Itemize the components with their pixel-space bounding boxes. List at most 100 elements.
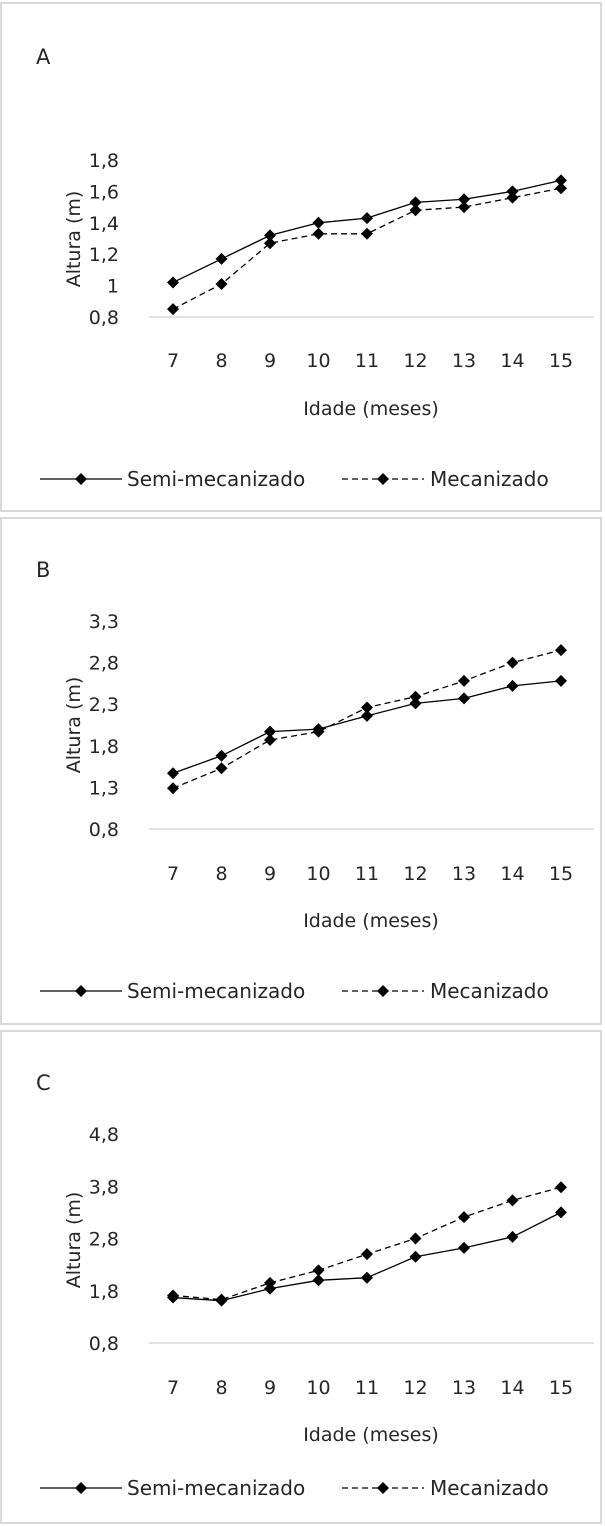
x-tick-label: 12 (403, 863, 427, 885)
y-tick-label: 1,4 (89, 213, 119, 235)
y-tick-label: 3,3 (89, 611, 119, 633)
chart-panel-b: B Altura (m) 0,8 1,3 1,8 2,3 2,8 3,3 7 8 9 10 11 12 13… (0, 517, 602, 1025)
legend-label-mecanizado: Mecanizado (430, 979, 549, 1003)
legend-label-mecanizado: Mecanizado (430, 467, 549, 491)
x-axis-title: Idade (meses) (303, 910, 439, 932)
data-point-semi-mecanizado (409, 1250, 422, 1263)
x-tick-label: 11 (355, 1377, 379, 1399)
legend-label-semi-mecanizado: Semi-mecanizado (127, 979, 305, 1003)
x-tick-label: 8 (215, 350, 227, 372)
y-tick-label: 2,3 (89, 694, 119, 716)
data-point-semi-mecanizado (215, 252, 228, 265)
x-tick-label: 7 (167, 350, 179, 372)
y-tick-label: 1,8 (89, 150, 119, 172)
data-point-mecanizado (167, 303, 179, 316)
y-tick-label: 1,8 (89, 1281, 119, 1303)
x-tick-label: 10 (306, 1377, 330, 1399)
data-point-semi-mecanizado (215, 749, 228, 762)
y-tick-label: 0,8 (89, 819, 119, 841)
data-point-semi-mecanizado (167, 276, 179, 289)
data-point-semi-mecanizado (312, 216, 325, 229)
data-point-semi-mecanizado (312, 1274, 325, 1287)
series-line-mecanizado (172, 187, 562, 310)
y-tick-label: 4,8 (89, 1124, 119, 1146)
x-tick-label: 13 (452, 863, 476, 885)
data-point-semi-mecanizado (264, 1282, 276, 1295)
x-tick-label: 9 (264, 863, 276, 885)
x-tick-label: 11 (355, 350, 379, 372)
x-tick-label: 10 (306, 863, 330, 885)
x-tick-label: 10 (306, 350, 330, 372)
chart-panel-c: C Altura (m) 0,8 1,8 2,8 3,8 4,8 7 8 9 10 11 12 13 14 1… (0, 1030, 602, 1524)
panel-label: A (36, 45, 51, 69)
data-point-mecanizado (555, 182, 567, 195)
legend-label-semi-mecanizado: Semi-mecanizado (127, 1476, 305, 1500)
data-point-semi-mecanizado (506, 185, 519, 198)
data-point-mecanizado (458, 674, 470, 687)
chart-panel-a: A Altura (m) 0,8 1 1,2 1,4 1,6 1,8 7 8 9 10 11 12 13 14… (0, 2, 602, 512)
data-point-semi-mecanizado (458, 193, 470, 206)
x-tick-label: 7 (167, 1377, 179, 1399)
y-tick-label: 1,2 (89, 244, 119, 266)
legend-marker-semi-mecanizado (75, 473, 87, 485)
data-point-mecanizado (458, 1211, 470, 1224)
x-tick-label: 8 (215, 1377, 227, 1399)
data-point-semi-mecanizado (215, 1294, 228, 1307)
x-tick-label: 12 (403, 350, 427, 372)
data-point-semi-mecanizado (264, 229, 276, 242)
x-tick-label: 9 (264, 1377, 276, 1399)
data-point-semi-mecanizado (312, 723, 325, 736)
data-point-semi-mecanizado (409, 196, 422, 209)
x-tick-label: 13 (452, 1377, 476, 1399)
data-point-semi-mecanizado (361, 1271, 373, 1284)
data-point-mecanizado (458, 201, 470, 214)
data-point-mecanizado (361, 701, 373, 714)
data-point-mecanizado (361, 1248, 373, 1261)
y-tick-label: 2,8 (89, 1229, 119, 1251)
data-point-mecanizado (167, 782, 179, 795)
x-tick-label: 9 (264, 350, 276, 372)
data-point-semi-mecanizado (458, 692, 470, 705)
line-chart-a: A Altura (m)0,8 1 1,2 1,4 1,6 1,8 7 8 9 10 11 12 13 14… (36, 45, 594, 491)
data-point-mecanizado (312, 227, 325, 240)
data-point-mecanizado (555, 644, 567, 657)
data-point-mecanizado (215, 278, 228, 291)
y-tick-label: 1,3 (89, 777, 119, 799)
data-point-semi-mecanizado (264, 725, 276, 738)
data-point-mecanizado (506, 1194, 519, 1207)
data-point-mecanizado (312, 1264, 325, 1277)
x-tick-label: 8 (215, 863, 227, 885)
data-point-mecanizado (264, 733, 276, 746)
y-axis-title: Altura (m) (63, 1192, 85, 1289)
data-point-mecanizado (409, 690, 422, 703)
y-tick-label: 1 (107, 276, 119, 298)
data-point-semi-mecanizado (506, 679, 519, 692)
data-point-semi-mecanizado (409, 697, 422, 710)
x-tick-label: 15 (549, 1377, 573, 1399)
x-tick-label: 12 (403, 1377, 427, 1399)
x-tick-label: 7 (167, 863, 179, 885)
legend-marker-mecanizado (377, 1482, 389, 1494)
y-tick-label: 1,8 (89, 736, 119, 758)
panel-label: B (36, 558, 50, 582)
data-point-semi-mecanizado (555, 1206, 567, 1219)
data-point-mecanizado (409, 204, 422, 217)
data-point-mecanizado (409, 1232, 422, 1245)
panel-label: C (36, 1071, 51, 1095)
data-point-semi-mecanizado (555, 674, 567, 687)
x-axis-title: Idade (meses) (303, 398, 439, 420)
data-point-mecanizado (215, 762, 228, 775)
x-tick-label: 15 (549, 350, 573, 372)
y-axis-title: Altura (m) (63, 191, 85, 288)
legend-marker-semi-mecanizado (75, 985, 87, 997)
x-tick-label: 14 (500, 350, 524, 372)
data-point-semi-mecanizado (458, 1241, 470, 1254)
y-tick-label: 0,8 (89, 1333, 119, 1355)
data-point-semi-mecanizado (555, 174, 567, 187)
line-chart-c: C Altura (m) 0,8 1,8 2,8 3,8 4,8 7 8 9 10 11 12 13 14 1… (36, 1071, 594, 1500)
x-tick-label: 14 (500, 1377, 524, 1399)
data-point-mecanizado (361, 227, 373, 240)
legend-marker-semi-mecanizado (75, 1482, 87, 1494)
x-axis-title: Idade (meses) (303, 1424, 439, 1446)
x-tick-label: 14 (500, 863, 524, 885)
